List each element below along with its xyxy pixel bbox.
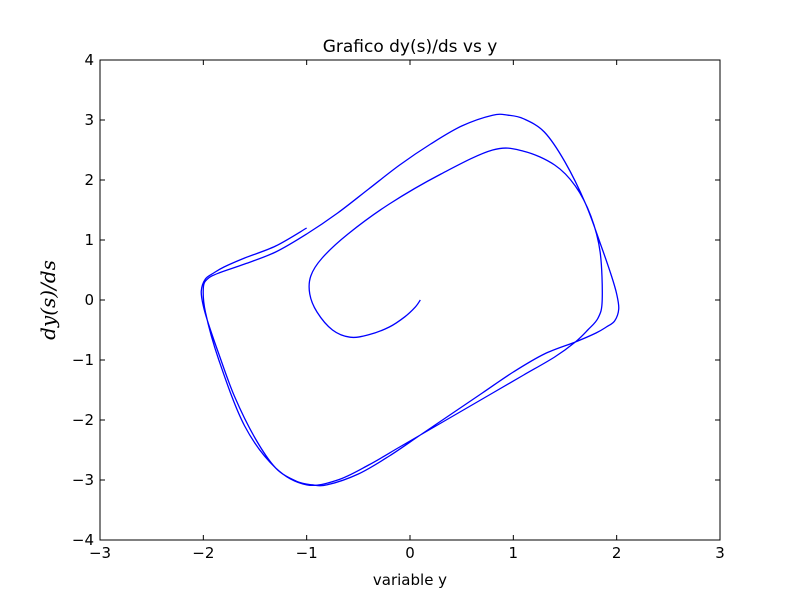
x-tick-label: −3 — [89, 544, 111, 562]
y-tick-label: −1 — [72, 351, 94, 369]
y-tick-label: 1 — [84, 231, 94, 249]
trajectory-series-line — [200, 113, 620, 487]
y-tick-label: 3 — [84, 111, 94, 129]
x-tick-label: 1 — [509, 544, 519, 562]
chart-title: Grafico dy(s)/ds vs y — [323, 37, 498, 57]
curve-group — [200, 113, 620, 487]
y-tick-label: −3 — [72, 471, 94, 489]
y-tick-label: −4 — [72, 531, 94, 549]
y-tick-label: 4 — [84, 51, 94, 69]
plot-frame — [99, 59, 721, 541]
x-tick-label: −2 — [192, 544, 214, 562]
y-axis-label: dy(s)/ds — [36, 260, 60, 340]
x-axis-label: variable y — [373, 571, 447, 589]
y-tick-label: −2 — [72, 411, 94, 429]
x-tick-label: 2 — [612, 544, 622, 562]
y-tick-label: 0 — [84, 291, 94, 309]
y-tick-label: 2 — [84, 171, 94, 189]
x-tick-label: 3 — [715, 544, 725, 562]
x-tick-label: 0 — [405, 544, 415, 562]
x-tick-label: −1 — [296, 544, 318, 562]
